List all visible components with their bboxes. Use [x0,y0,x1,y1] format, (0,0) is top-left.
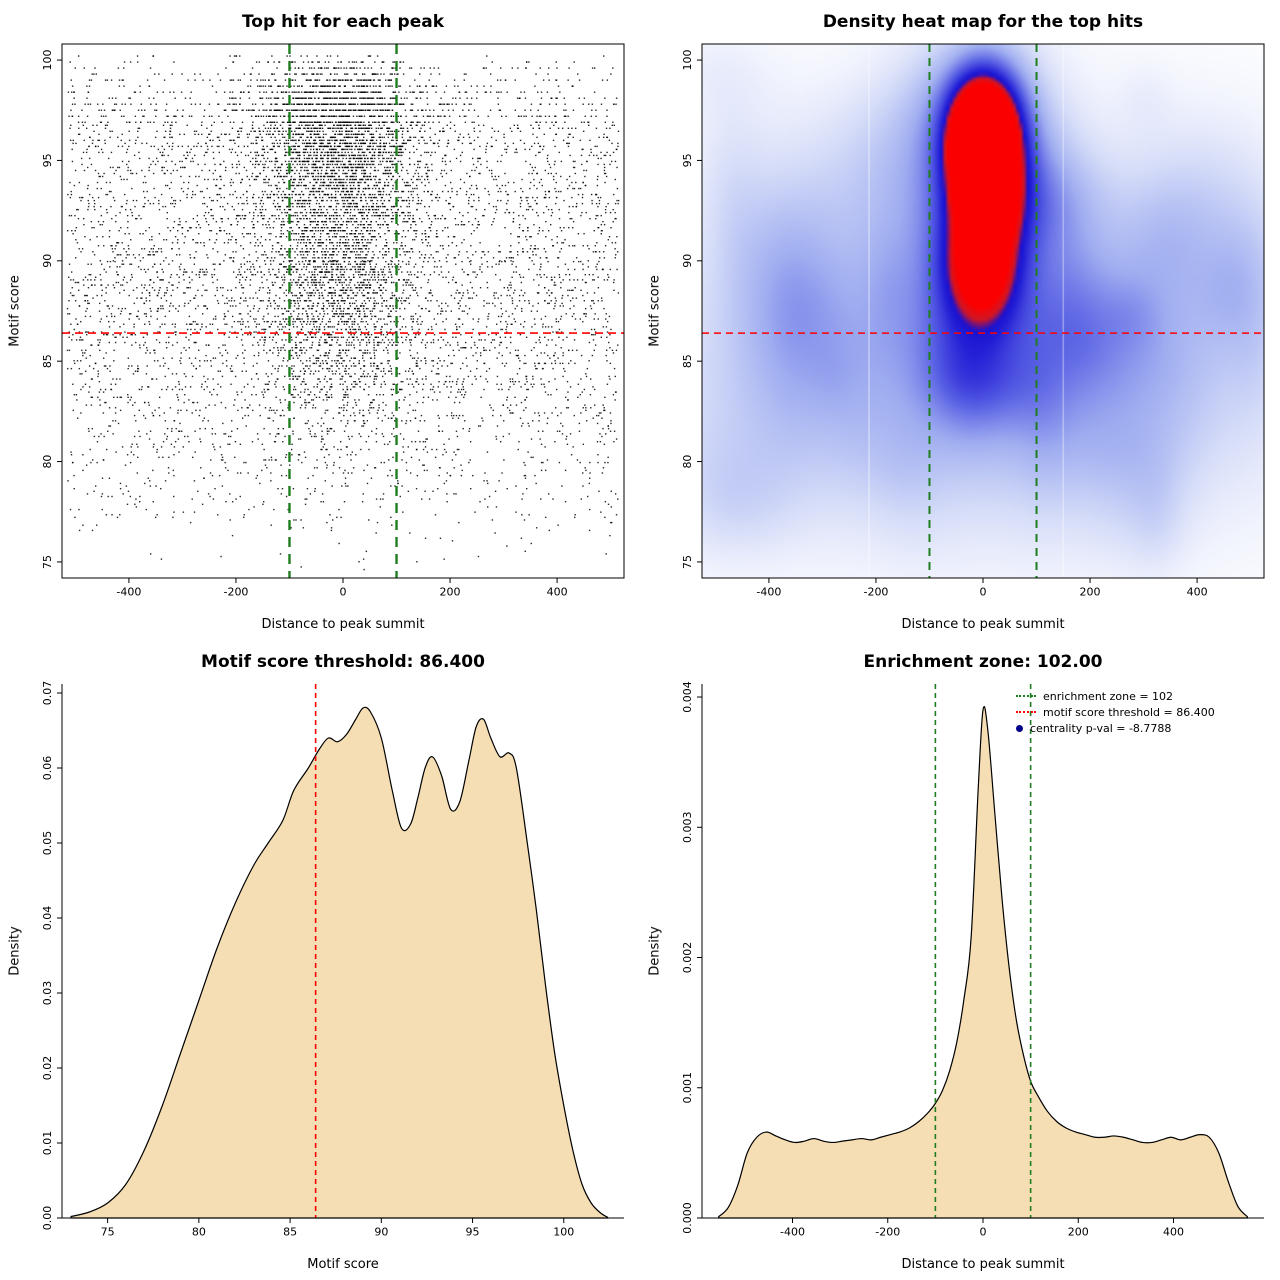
scatter-plot-canvas [0,0,640,640]
panel-motif-score-density: Motif score threshold: 86.400 Motif scor… [0,640,640,1280]
panel-top-hit-scatter: Top hit for each peak Distance to peak s… [0,0,640,640]
score-density-canvas [0,640,640,1280]
legend-item-enrichment-zone: enrichment zone = 102 [1016,688,1215,704]
panel-density-heatmap: Density heat map for the top hits Distan… [640,0,1280,640]
scatter-ylabel: Motif score [7,275,23,347]
legend-label: enrichment zone = 102 [1043,689,1174,703]
enrichment-ylabel: Density [647,926,663,976]
enrichment-xlabel: Distance to peak summit [901,1257,1065,1272]
legend-label: centrality p-val = -8.7788 [1030,721,1172,735]
heatmap-title: Density heat map for the top hits [822,12,1144,32]
score-density-xlabel: Motif score [307,1257,379,1272]
panel-enrichment-zone-density: Enrichment zone: 102.00 Distance to peak… [640,640,1280,1280]
green-dotted-line-swatch [1016,695,1036,697]
blue-dot-swatch [1016,724,1023,732]
score-density-title: Motif score threshold: 86.400 [201,652,485,672]
enrichment-title: Enrichment zone: 102.00 [863,652,1103,672]
score-density-ylabel: Density [7,926,23,976]
legend-label: motif score threshold = 86.400 [1043,705,1215,719]
heatmap-ylabel: Motif score [647,275,663,347]
heatmap-xlabel: Distance to peak summit [901,617,1065,632]
scatter-title: Top hit for each peak [241,12,445,32]
heatmap-canvas [640,0,1280,640]
scatter-xlabel: Distance to peak summit [261,617,425,632]
distance-density-canvas [640,640,1280,1280]
red-dotted-line-swatch [1016,711,1036,713]
plot-legend: enrichment zone = 102 motif score thresh… [1016,688,1215,736]
legend-item-centrality-pval: centrality p-val = -8.7788 [1016,720,1215,736]
legend-item-score-threshold: motif score threshold = 86.400 [1016,704,1215,720]
